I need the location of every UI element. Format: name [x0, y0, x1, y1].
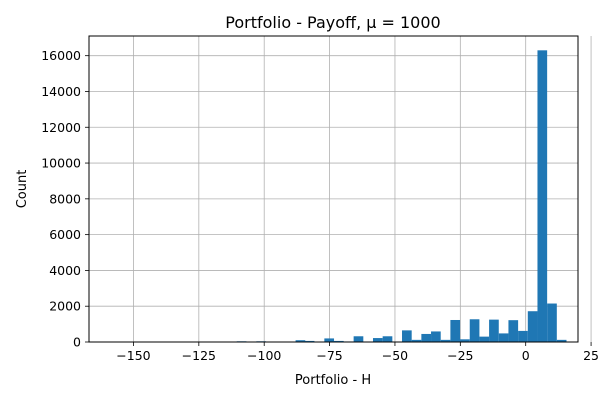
y-tick-label: 16000: [41, 48, 81, 63]
x-axis-ticks: −150 −125 −100 −75 −50 −25 0 25: [116, 342, 599, 363]
histogram-bar: [556, 339, 567, 342]
chart-title: Portfolio - Payoff, μ = 1000: [225, 13, 440, 32]
histogram-bar: [518, 330, 528, 342]
histogram-bar: [421, 333, 432, 342]
y-tick-label: 2000: [49, 299, 81, 314]
x-tick-label: 25: [583, 348, 599, 363]
y-axis-ticks: 0 2000 4000 6000 8000 10000 12000 14000 16000: [41, 48, 89, 350]
y-tick-label: 4000: [49, 263, 81, 278]
histogram-bar: [489, 319, 499, 342]
y-tick-label: 14000: [41, 84, 81, 99]
plot-frame: [88, 35, 579, 343]
histogram-bar: [527, 311, 538, 342]
histogram-bar: [547, 303, 557, 342]
histogram-bar: [304, 340, 315, 342]
histogram-bar: [402, 330, 412, 342]
histogram-bar: [431, 331, 441, 342]
y-tick-label: 0: [73, 335, 81, 350]
histogram-bar: [460, 339, 470, 342]
x-tick-label: 0: [522, 348, 530, 363]
x-tick-label: −25: [447, 348, 473, 363]
x-tick-label: −50: [382, 348, 408, 363]
histogram-bar: [537, 50, 548, 342]
histogram-bar: [479, 336, 490, 342]
histogram-bar: [382, 336, 393, 342]
x-axis-label: Portfolio - H: [295, 373, 371, 388]
y-tick-label: 12000: [41, 120, 81, 135]
histogram-bar: [353, 336, 364, 342]
y-tick-label: 10000: [41, 156, 81, 171]
histogram-bar: [498, 333, 509, 342]
histogram-bar: [508, 320, 519, 342]
x-tick-label: −100: [247, 348, 281, 363]
histogram-bar: [372, 338, 383, 342]
x-tick-label: −125: [182, 348, 216, 363]
y-axis-label: Count: [15, 170, 30, 209]
histogram-bar: [469, 319, 480, 342]
grid-lines: [89, 36, 592, 343]
histogram-bar: [334, 340, 344, 342]
histogram-bar: [295, 340, 306, 342]
histogram-bar: [411, 339, 422, 342]
y-tick-label: 6000: [49, 227, 81, 242]
histogram-bar: [324, 338, 335, 342]
x-tick-label: −150: [116, 348, 150, 363]
y-tick-label: 8000: [49, 191, 81, 206]
histogram-bars: [236, 50, 567, 342]
x-tick-label: −75: [316, 348, 342, 363]
histogram-bar: [440, 339, 451, 342]
histogram-bar: [450, 319, 461, 342]
